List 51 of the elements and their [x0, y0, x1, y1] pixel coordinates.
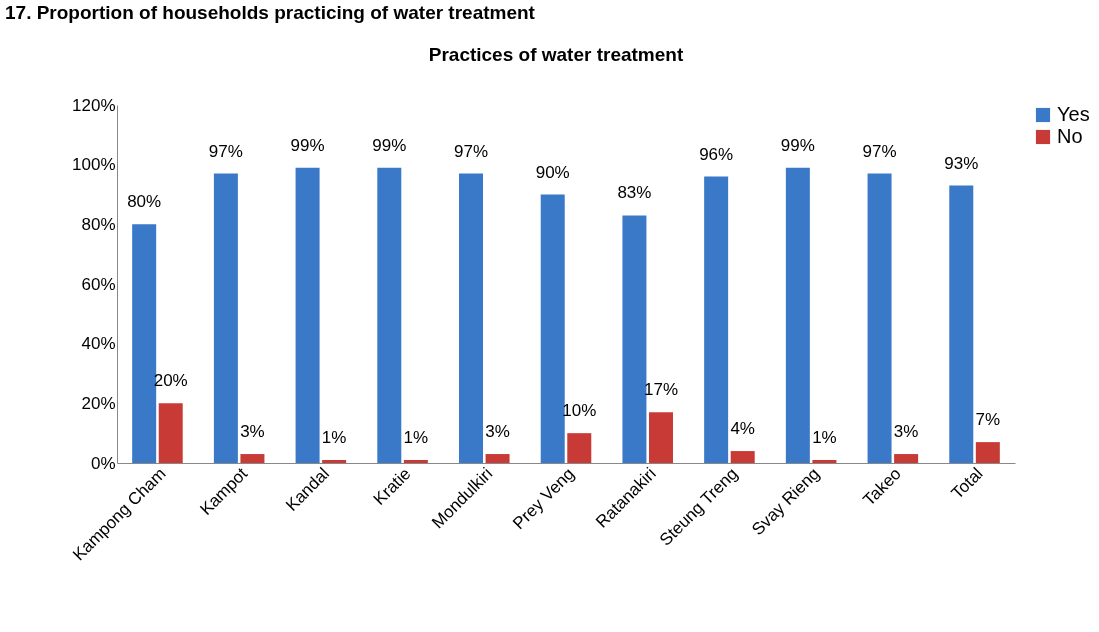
legend-label: Yes: [1057, 103, 1090, 125]
bar: [459, 173, 484, 463]
text: 17. Proportion of households practicing of water treatment: [5, 2, 536, 23]
bar: [867, 173, 892, 463]
data-label: 4%: [730, 419, 755, 439]
bar: [540, 194, 565, 463]
bar: [894, 454, 919, 463]
bar: [295, 167, 320, 463]
bar: [975, 442, 1000, 463]
legend-label: No: [1057, 125, 1083, 147]
data-label: 3%: [893, 422, 919, 442]
data-label: 99%: [780, 135, 815, 155]
data-label: 1%: [403, 428, 429, 448]
data-label: 93%: [944, 153, 979, 173]
bar: [213, 173, 238, 463]
data-label: 3%: [485, 422, 510, 442]
y-tick-label: 40%: [81, 334, 116, 354]
data-label: 80%: [127, 192, 162, 212]
bar: [485, 454, 510, 463]
bar: [648, 412, 673, 463]
data-label: 99%: [372, 135, 407, 155]
data-label: 97%: [862, 141, 897, 161]
bar: [704, 176, 729, 463]
bar: [622, 215, 647, 463]
data-label: 1%: [321, 428, 347, 448]
data-label: 1%: [812, 428, 837, 448]
y-tick-label: 120%: [72, 95, 116, 115]
bar: [785, 167, 810, 463]
chart-title: Practices of water treatment: [428, 44, 684, 65]
bar: [730, 451, 755, 463]
bar: [158, 403, 183, 463]
data-label: 90%: [535, 162, 570, 182]
bar: [949, 185, 974, 463]
bar: [377, 167, 402, 463]
y-tick-label: 100%: [72, 155, 116, 175]
data-label: 7%: [975, 410, 1001, 430]
y-tick-label: 60%: [81, 274, 116, 294]
bar: [812, 460, 837, 463]
data-label: 96%: [699, 144, 734, 164]
data-label: 97%: [454, 141, 489, 161]
data-label: 83%: [617, 183, 652, 203]
data-label: 99%: [290, 135, 325, 155]
data-label: 97%: [208, 141, 243, 161]
y-tick-label: 0%: [90, 453, 116, 473]
bar: [322, 460, 347, 463]
bar: [403, 460, 428, 463]
y-tick-label: 80%: [81, 214, 116, 234]
bar: [567, 433, 592, 463]
data-label: 3%: [240, 422, 265, 442]
bar: [240, 454, 265, 463]
y-tick-label: 20%: [81, 393, 116, 413]
